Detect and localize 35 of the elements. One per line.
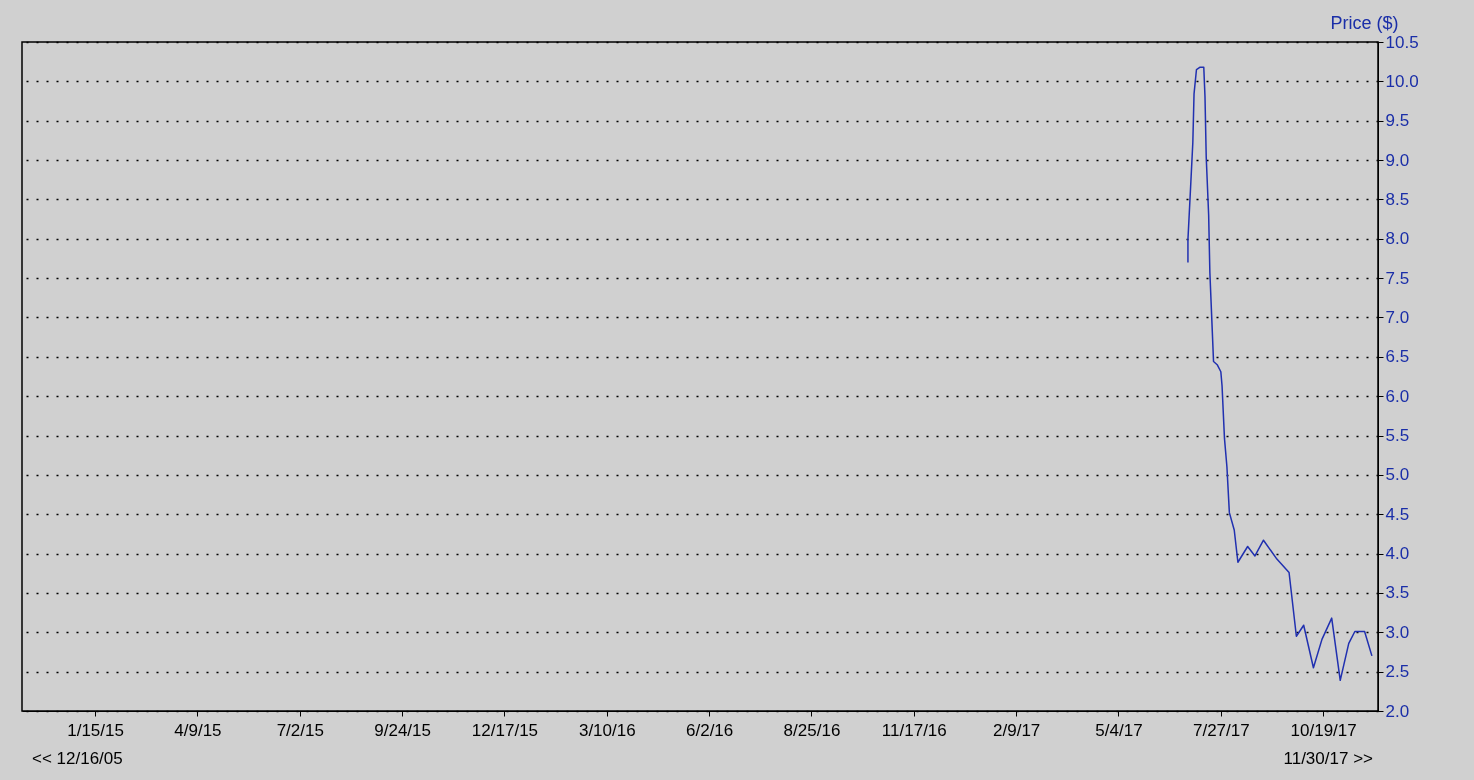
y-tick-label: 3.5 bbox=[1385, 583, 1410, 603]
x-tick-label: 3/10/16 bbox=[578, 720, 636, 740]
text: 11/30/17 >> bbox=[1283, 749, 1374, 768]
y-tick-label: 5.0 bbox=[1385, 465, 1410, 485]
line-series bbox=[1187, 66, 1373, 682]
x-tick-label: 10/19/17 bbox=[1290, 720, 1357, 740]
y-tick-label: 3.0 bbox=[1385, 622, 1410, 642]
x-tick-label: 5/4/17 bbox=[1095, 720, 1143, 740]
y-tick-label: 10.0 bbox=[1385, 71, 1419, 91]
x-tick-label: 4/9/15 bbox=[174, 720, 222, 740]
y-tick-label: 9.5 bbox=[1385, 111, 1410, 131]
y-tick-label: 2.0 bbox=[1385, 701, 1410, 721]
y-tick-label: 6.5 bbox=[1385, 347, 1410, 367]
y-tick-label: 7.5 bbox=[1385, 268, 1410, 288]
x-tick-label: 2/9/17 bbox=[993, 720, 1041, 740]
y-tick-label: 6.0 bbox=[1385, 386, 1410, 406]
y-tick-label: 5.5 bbox=[1385, 426, 1410, 446]
y-tick-label: 4.0 bbox=[1385, 544, 1410, 564]
x-tick-label: 6/2/16 bbox=[686, 720, 734, 740]
x-tick-label: 8/25/16 bbox=[783, 720, 841, 740]
y-tick-label: 2.5 bbox=[1385, 662, 1410, 682]
y-tick-label: 9.0 bbox=[1385, 150, 1410, 170]
y-tick-label: 10.5 bbox=[1385, 32, 1419, 52]
x-tick-label: 7/27/17 bbox=[1192, 720, 1250, 740]
x-tick-label: 9/24/15 bbox=[374, 720, 431, 740]
x-tick-label: 11/17/16 bbox=[881, 720, 947, 740]
y-tick-label: 8.0 bbox=[1385, 229, 1410, 249]
text: << 12/16/05 bbox=[32, 749, 123, 768]
x-tick-label: 12/17/15 bbox=[471, 720, 539, 740]
y-tick-label: 8.5 bbox=[1385, 189, 1410, 209]
x-tick-label: 7/2/15 bbox=[276, 720, 324, 740]
x-tick-label: 1/15/15 bbox=[67, 720, 124, 740]
y-axis-title: Price ($) bbox=[1330, 12, 1399, 33]
y-tick-label: 4.5 bbox=[1385, 504, 1410, 524]
y-tick-label: 7.0 bbox=[1385, 307, 1410, 327]
